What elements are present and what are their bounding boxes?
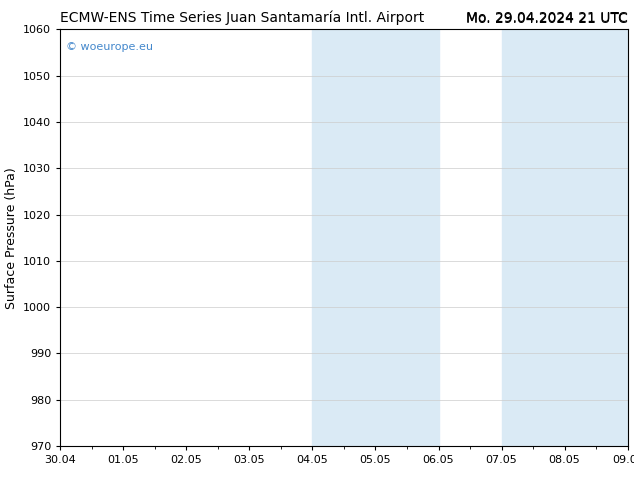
Text: Mo. 29.04.2024 21 UTC: Mo. 29.04.2024 21 UTC (466, 11, 628, 25)
Bar (565, 29, 628, 446)
Y-axis label: Surface Pressure (hPa): Surface Pressure (hPa) (4, 167, 18, 309)
Bar (501, 29, 565, 446)
Text: Mo. 29.04.2024 21 UTC: Mo. 29.04.2024 21 UTC (466, 12, 628, 26)
Text: ECMW-ENS Time Series Juan Santamaría Intl. Airport: ECMW-ENS Time Series Juan Santamaría Int… (60, 11, 425, 25)
Bar (313, 29, 375, 446)
Bar (375, 29, 439, 446)
Text: © woeurope.eu: © woeurope.eu (66, 42, 153, 52)
